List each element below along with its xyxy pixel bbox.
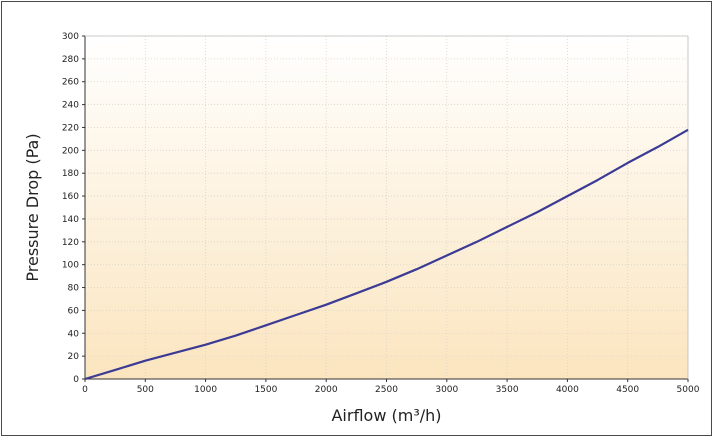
- y-tick-label: 0: [73, 375, 79, 385]
- y-tick-label: 260: [62, 78, 79, 88]
- y-tick-label: 140: [62, 215, 79, 225]
- y-tick-labels: 0 20 40 60 80 100 120 140 160 180 200 220 240 260 280 3…: [62, 32, 79, 385]
- y-tick-label: 200: [62, 146, 79, 156]
- axes: [82, 35, 689, 382]
- y-tick-label: 220: [62, 123, 79, 133]
- x-tick-label: 2500: [375, 385, 398, 395]
- x-axis-label: Airflow (m³/h): [331, 406, 441, 425]
- y-tick-label: 80: [68, 284, 80, 294]
- x-tick-label: 1000: [194, 385, 217, 395]
- y-tick-label: 120: [62, 238, 79, 248]
- x-tick-label: 4500: [616, 385, 639, 395]
- x-tick-label: 3500: [496, 385, 519, 395]
- x-tick-label: 1500: [254, 385, 277, 395]
- series-line-0: [84, 128, 689, 381]
- x-tick-labels: 0 500 1000 1500 2000 2500 3000 3500 4000 4500 5000: [82, 385, 700, 395]
- y-tick-label: 60: [68, 306, 80, 316]
- y-tick-label: 300: [62, 32, 79, 42]
- y-tick-label: 40: [68, 329, 80, 339]
- x-tick-label: 5000: [677, 385, 700, 395]
- y-tick-label: 280: [62, 55, 79, 65]
- x-tick-label: 0: [82, 385, 88, 395]
- series-group: [84, 128, 689, 381]
- y-tick-label: 100: [62, 261, 79, 271]
- y-tick-label: 20: [68, 352, 80, 362]
- y-tick-label: 180: [62, 169, 79, 179]
- y-tick-label: 240: [62, 101, 79, 111]
- y-axis-label: Pressure Drop (Pa): [23, 133, 42, 281]
- y-tick-label: 160: [62, 192, 79, 202]
- x-tick-label: 3000: [435, 385, 458, 395]
- x-tick-label: 2000: [315, 385, 338, 395]
- x-tick-label: 500: [137, 385, 154, 395]
- x-tick-label: 4000: [556, 385, 579, 395]
